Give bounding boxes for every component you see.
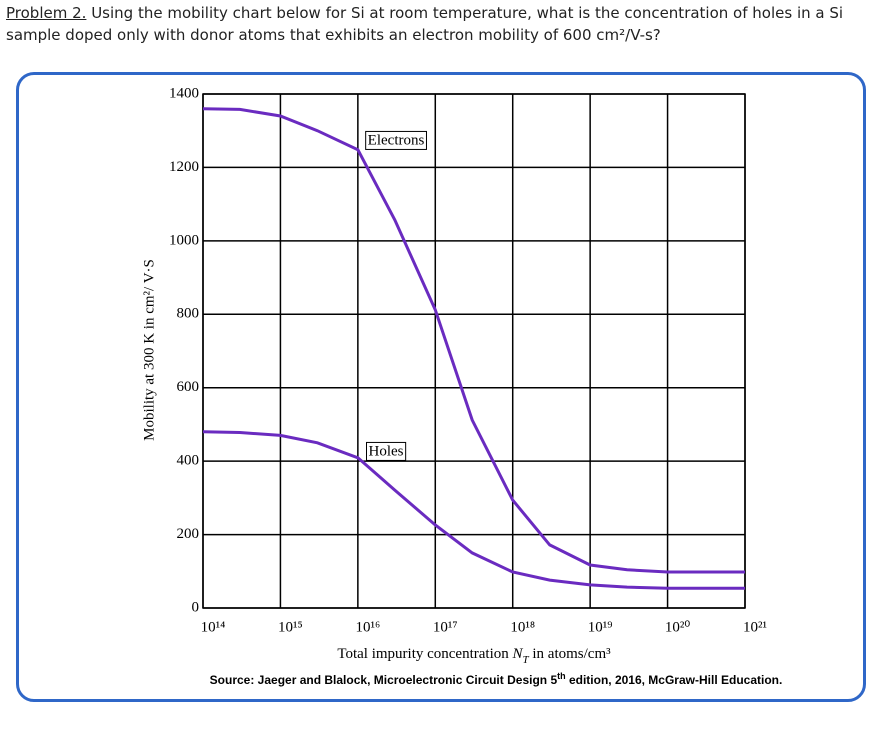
plot-area (202, 93, 746, 609)
y-tick-label: 1000 (169, 232, 199, 248)
y-tick-label: 200 (177, 526, 200, 542)
y-axis-label: Mobility at 300 K in cm²/ V·S (141, 259, 157, 441)
x-axis-label: Total impurity concentration NT in atoms… (337, 646, 611, 665)
y-tick-label: 1400 (169, 85, 199, 101)
series-label: Electrons (368, 132, 425, 148)
source-text: Source: Jaeger and Blalock, Microelectro… (210, 673, 558, 687)
y-tick-label: 400 (177, 453, 200, 469)
y-tick-label: 800 (177, 306, 200, 322)
question-text: Using the mobility chart below for Si at… (6, 4, 844, 44)
x-tick-label: 10²⁰ (665, 619, 691, 635)
source-text: edition, 2016, McGraw-Hill Education. (566, 673, 783, 687)
question: Problem 2. Using the mobility chart belo… (6, 2, 886, 46)
x-tick-label: 10¹⁴ (201, 619, 226, 635)
source: Source: Jaeger and Blalock, Microelectro… (210, 671, 783, 687)
y-tick-label: 1200 (169, 159, 199, 175)
x-label-part: in atoms/cm³ (529, 646, 611, 662)
y-tick-label: 600 (177, 379, 200, 395)
source-sup: th (557, 671, 566, 681)
x-tick-label: 10¹⁶ (355, 619, 380, 635)
label-box (366, 441, 407, 461)
y-tick-label: 0 (192, 599, 200, 615)
x-tick-label: 10¹⁸ (510, 619, 535, 635)
series-label: Holes (369, 443, 404, 459)
line (202, 430, 745, 590)
x-tick-label: 10¹⁷ (433, 619, 458, 635)
x-label-part: Total impurity concentration (337, 646, 512, 662)
label-box (365, 130, 427, 150)
x-tick-label: 10¹⁵ (278, 619, 303, 635)
x-label-part: T (523, 654, 530, 666)
problem-number: Problem 2. (6, 4, 87, 22)
x-tick-label: 10²¹ (743, 619, 767, 635)
chart-frame (16, 72, 866, 702)
line (202, 107, 745, 574)
x-tick-label: 10¹⁹ (588, 619, 613, 635)
x-label-part: N (512, 646, 524, 662)
